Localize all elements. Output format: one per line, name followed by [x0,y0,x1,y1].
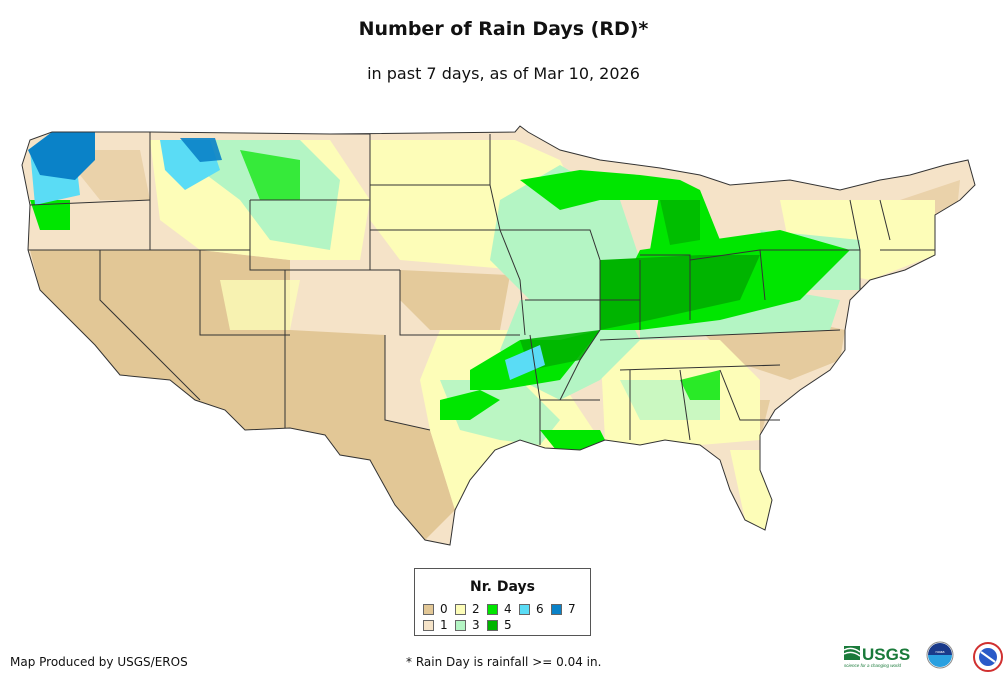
rain-day-footnote: * Rain Day is rainfall >= 0.04 in. [406,655,602,669]
nws-logo-icon [973,642,1003,672]
legend-item-0: 0 [423,602,455,616]
svg-text:USGS: USGS [862,645,910,664]
legend-item-3: 3 [455,618,487,632]
legend-item-6: 6 [519,602,551,616]
legend-item-2: 2 [455,602,487,616]
svg-text:noaa: noaa [936,649,946,654]
agency-logos: USGS science for a changing world noaa [843,641,1003,672]
us-rain-days-map [21,125,976,546]
swatch-5-icon [487,619,498,631]
svg-text:science for a changing world: science for a changing world [844,663,902,668]
swatch-4-icon [487,603,498,615]
noaa-logo-icon: noaa [926,641,954,669]
legend-title: Nr. Days [470,579,535,595]
legend-item-1: 1 [423,618,455,632]
swatch-7-icon [551,603,562,615]
legend-item-4: 4 [487,602,519,616]
swatch-1-icon [423,619,434,631]
swatch-0-icon [423,603,434,615]
legend-item-5: 5 [487,618,519,632]
map-title: Number of Rain Days (RD)* [358,18,649,40]
usgs-logo-icon: USGS science for a changing world [843,645,910,668]
legend: Nr. Days 0 2 4 6 7 1 3 5 [414,568,591,636]
swatch-3-icon [455,619,466,631]
map-credit: Map Produced by USGS/EROS [10,655,188,669]
legend-item-7: 7 [551,602,583,616]
swatch-6-icon [519,603,530,615]
swatch-2-icon [455,603,466,615]
map-subtitle: in past 7 days, as of Mar 10, 2026 [367,64,640,83]
